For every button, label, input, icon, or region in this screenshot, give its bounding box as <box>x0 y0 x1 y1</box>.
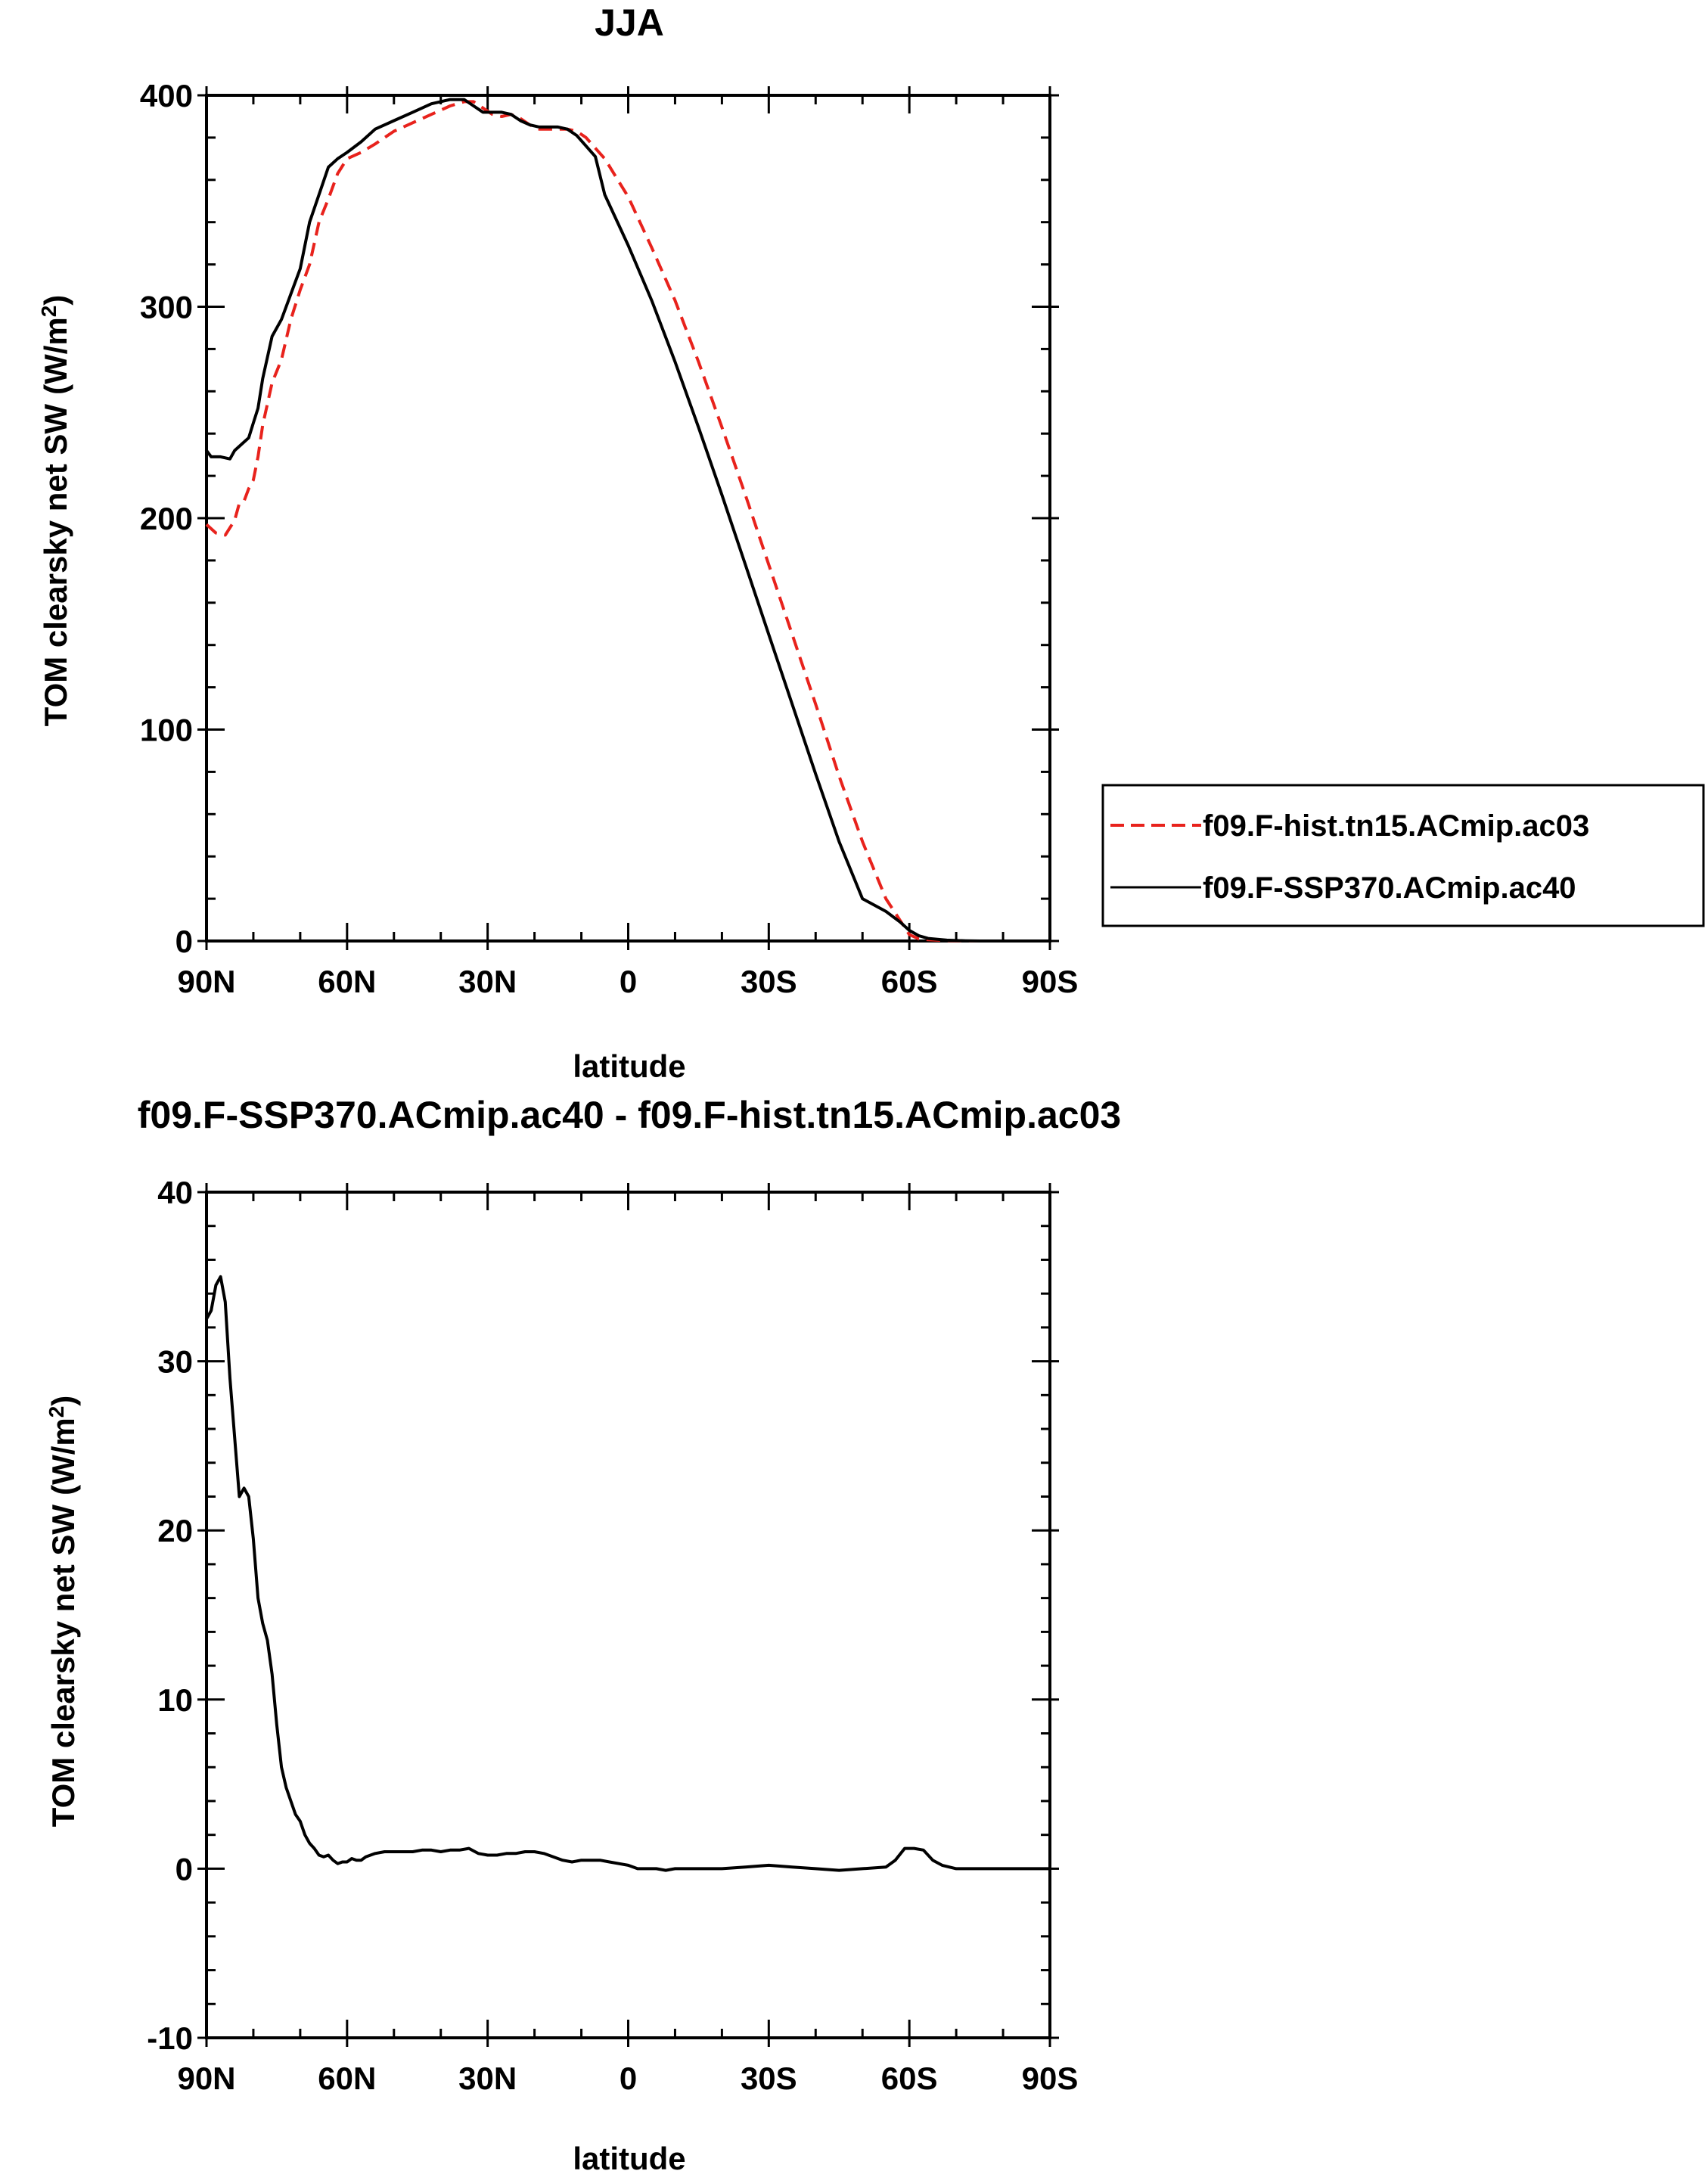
bottom-y-axis-label: TOM clearsky net SW (W/m2) <box>45 1396 81 1828</box>
bottom-x-tick-labels: 90N 60N 30N 0 30S 60S 90S <box>177 2061 1078 2096</box>
bottom-y-tick-label: -10 <box>147 2020 193 2056</box>
legend-label-hist: f09.F-hist.tn15.ACmip.ac03 <box>1203 809 1589 843</box>
bottom-series-line-0 <box>205 1275 1051 1872</box>
top-panel-title: JJA <box>595 2 664 44</box>
top-y-tick-label: 400 <box>140 78 193 113</box>
top-x-tick-label: 30N <box>458 964 517 999</box>
bottom-y-tick-labels: -10 0 10 20 30 40 <box>147 1175 193 2056</box>
bottom-panel: f09.F-SSP370.ACmip.ac40 - f09.F-hist.tn1… <box>45 1094 1121 2176</box>
bottom-y-axis-label-text: TOM clearsky net SW <box>45 1505 81 1828</box>
bottom-panel-title: f09.F-SSP370.ACmip.ac40 - f09.F-hist.tn1… <box>138 1094 1121 1136</box>
top-y-axis-units-end: ) <box>38 295 73 306</box>
top-ticks <box>197 86 1059 950</box>
bottom-x-tick-label: 60N <box>318 2061 376 2096</box>
bottom-x-tick-label: 0 <box>620 2061 637 2096</box>
bottom-x-tick-label: 30N <box>458 2061 517 2096</box>
top-x-tick-label: 60N <box>318 964 376 999</box>
top-y-axis-units: (W/m <box>38 317 73 395</box>
top-panel: JJA 0 100 200 300 400 90N 60N 30N 0 30S 60S 90S la… <box>37 2 1705 1084</box>
top-series-line-1 <box>205 98 1051 943</box>
bottom-x-tick-label: 90S <box>1022 2061 1079 2096</box>
bottom-x-axis-label: latitude <box>573 2141 685 2176</box>
bottom-y-tick-label: 0 <box>175 1851 193 1887</box>
top-x-tick-labels: 90N 60N 30N 0 30S 60S 90S <box>177 964 1078 999</box>
bottom-y-tick-label: 30 <box>157 1344 193 1380</box>
top-y-axis-label: TOM clearsky net SW (W/m2) <box>37 295 73 727</box>
bottom-y-axis-units: (W/m <box>45 1418 81 1495</box>
bottom-y-tick-label: 20 <box>157 1513 193 1548</box>
top-x-tick-label: 90N <box>177 964 235 999</box>
top-y-tick-label: 0 <box>175 924 193 959</box>
bottom-series-lines <box>205 1275 1051 1872</box>
top-x-tick-label: 30S <box>741 964 797 999</box>
top-y-tick-label: 200 <box>140 501 193 536</box>
top-x-axis-label: latitude <box>573 1048 685 1084</box>
top-x-tick-label: 90S <box>1022 964 1079 999</box>
top-y-axis-label-text: TOM clearsky net SW <box>38 404 73 727</box>
top-y-tick-labels: 0 100 200 300 400 <box>140 78 193 959</box>
top-series-lines <box>205 98 1051 943</box>
bottom-y-axis-units-sup: 2 <box>45 1406 68 1418</box>
bottom-x-tick-label: 90N <box>177 2061 235 2096</box>
top-y-axis-units-sup: 2 <box>37 306 61 318</box>
top-y-tick-label: 300 <box>140 290 193 325</box>
top-y-tick-label: 100 <box>140 713 193 748</box>
legend: f09.F-hist.tn15.ACmip.ac03 f09.F-SSP370.… <box>1101 784 1705 927</box>
bottom-x-tick-label: 30S <box>741 2061 797 2096</box>
bottom-y-tick-label: 40 <box>157 1175 193 1210</box>
bottom-y-tick-label: 10 <box>157 1682 193 1718</box>
bottom-x-tick-label: 60S <box>881 2061 938 2096</box>
bottom-ticks <box>197 1183 1059 2047</box>
top-x-tick-label: 0 <box>620 964 637 999</box>
top-x-tick-label: 60S <box>881 964 938 999</box>
legend-box <box>1101 784 1705 927</box>
bottom-y-axis-units-end: ) <box>45 1396 81 1406</box>
legend-label-ssp370: f09.F-SSP370.ACmip.ac40 <box>1203 871 1576 905</box>
